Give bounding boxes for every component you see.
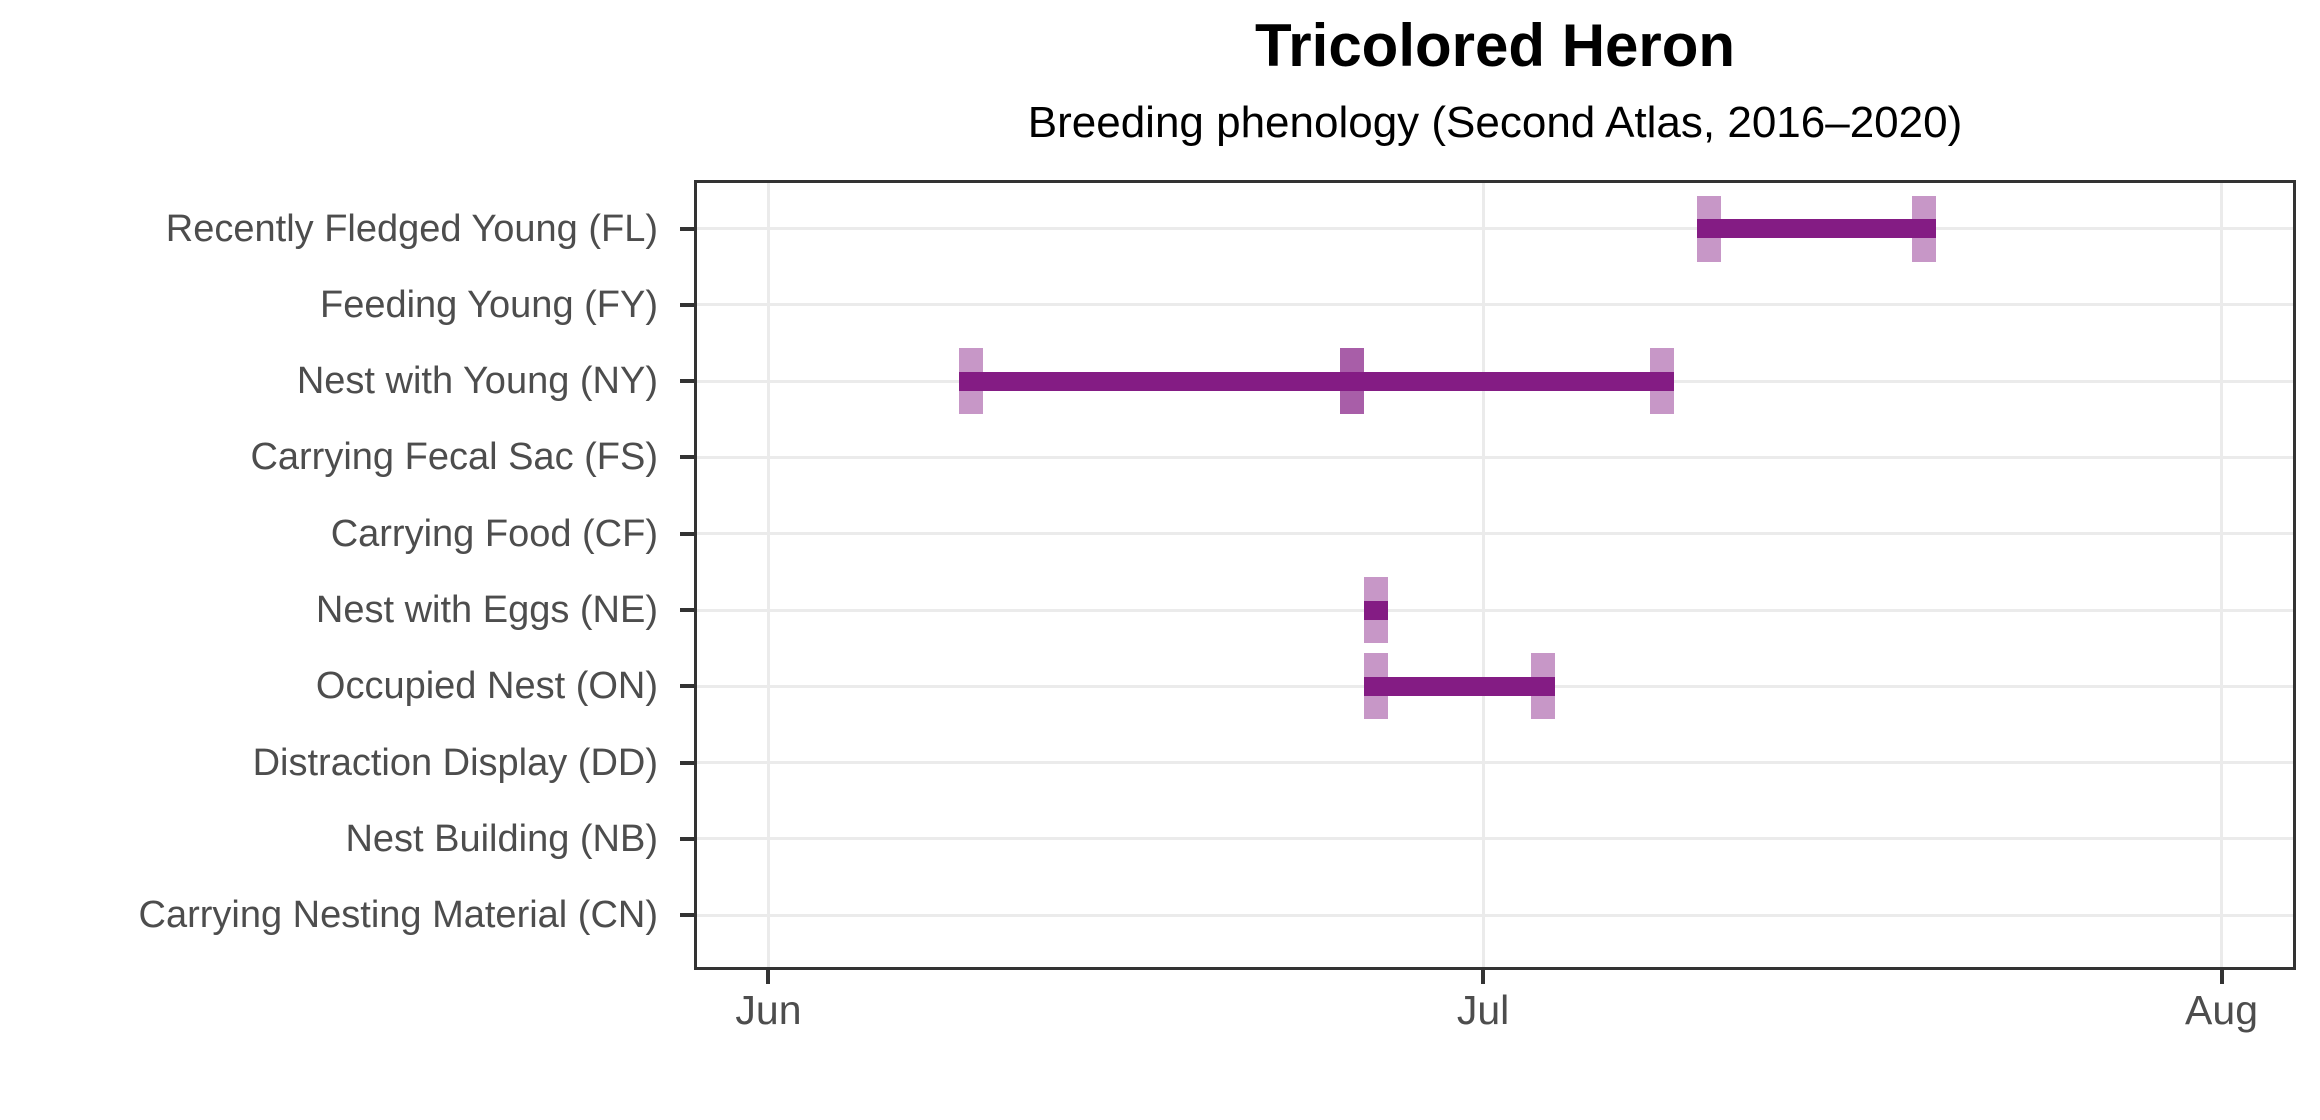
y-axis-tick: [680, 226, 697, 231]
y-axis-label: Nest with Eggs (NE): [315, 589, 658, 631]
y-axis-label: Nest Building (NB): [345, 817, 658, 860]
y-axis-label: Occupied Nest (ON): [315, 665, 658, 708]
month-gridline: [766, 183, 770, 967]
x-axis-tick: [766, 970, 771, 984]
x-axis-label: Jul: [1456, 987, 1510, 1033]
y-axis-tick: [680, 455, 697, 460]
row-gridline: [697, 837, 2293, 841]
row-gridline: [697, 455, 2293, 459]
x-axis-tick: [1481, 970, 1486, 984]
row-gridline: [697, 608, 2293, 612]
y-axis-tick: [680, 760, 697, 765]
chart-subtitle: Breeding phenology (Second Atlas, 2016–2…: [1027, 98, 1963, 147]
x-axis-label: Jun: [735, 987, 802, 1033]
y-axis-label: Recently Fledged Young (FL): [165, 207, 658, 250]
row-gridline: [697, 761, 2293, 765]
y-axis-label: Nest with Young (NY): [296, 360, 658, 403]
y-axis-label: Carrying Food (CF): [330, 512, 658, 555]
phenology-range-bar: [959, 371, 1674, 391]
y-axis-tick: [680, 684, 697, 689]
row-gridline: [697, 227, 2293, 230]
y-axis-label: Distraction Display (DD): [252, 741, 658, 784]
y-axis-tick: [680, 913, 697, 918]
month-gridline: [2220, 183, 2224, 967]
plot-panel: [694, 180, 2296, 970]
y-axis-tick: [680, 379, 697, 384]
row-gridline: [697, 303, 2293, 307]
y-axis-label: Carrying Nesting Material (CN): [138, 894, 658, 937]
y-axis-tick: [680, 608, 697, 612]
phenology-range-bar: [1697, 219, 1936, 238]
y-axis-tick: [680, 302, 697, 307]
x-axis-tick: [2219, 970, 2224, 984]
y-axis-label: Carrying Fecal Sac (FS): [250, 436, 658, 479]
y-axis-tick: [680, 836, 697, 841]
row-gridline: [697, 913, 2293, 917]
month-gridline: [1481, 183, 1485, 967]
y-axis-tick: [680, 531, 697, 536]
phenology-range-bar: [1363, 600, 1388, 620]
phenology-range-bar: [1363, 676, 1555, 696]
chart-title: Tricolored Heron: [1254, 12, 1736, 79]
y-axis-label: Feeding Young (FY): [319, 283, 658, 326]
row-gridline: [697, 532, 2293, 536]
x-axis-label: Aug: [2185, 987, 2259, 1033]
